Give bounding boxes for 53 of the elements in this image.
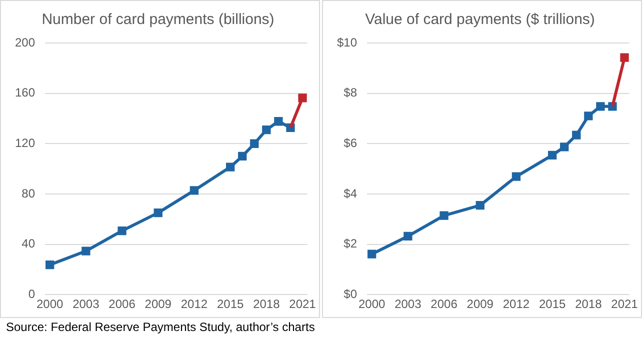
y-tick-label: $8 xyxy=(344,86,358,100)
point xyxy=(250,139,259,148)
point xyxy=(560,142,569,152)
y-tick-label: $2 xyxy=(344,236,358,251)
point xyxy=(440,211,448,220)
x-tick-label: 2000 xyxy=(358,297,386,312)
x-tick-label: 2018 xyxy=(253,297,280,312)
y-tick-label: 160 xyxy=(14,86,36,100)
x-tick-label: 2009 xyxy=(144,297,172,312)
point xyxy=(226,162,235,172)
point xyxy=(262,125,271,134)
x-tick-label: 2015 xyxy=(538,297,566,312)
y-tick-label: 40 xyxy=(22,236,36,251)
x-tick-label: 2018 xyxy=(575,297,602,312)
chart-title: Number of card payments (billions) xyxy=(42,11,274,28)
x-tick-label: 2012 xyxy=(502,297,530,312)
x-tick-label: 2003 xyxy=(72,297,100,312)
y-tick-label: 120 xyxy=(14,136,36,150)
point xyxy=(154,208,162,218)
y-tick-label: 0 xyxy=(28,286,36,301)
point xyxy=(82,246,90,256)
point xyxy=(620,53,629,62)
x-tick-label: 2006 xyxy=(430,297,458,312)
source-note: Source: Federal Reserve Payments Study, author’s charts xyxy=(5,319,316,336)
point xyxy=(596,102,605,111)
point xyxy=(404,232,412,241)
point xyxy=(548,150,557,160)
point xyxy=(274,117,283,126)
point xyxy=(298,94,307,102)
point xyxy=(190,186,199,195)
point xyxy=(238,152,247,161)
point xyxy=(368,250,376,258)
point xyxy=(476,200,484,210)
y-tick-label: $6 xyxy=(344,136,358,150)
point xyxy=(584,112,593,120)
chart-title: Value of card payments ($ trillions) xyxy=(365,11,595,28)
x-tick-label: 2021 xyxy=(611,297,638,312)
point xyxy=(512,172,521,181)
y-tick-label: $10 xyxy=(336,35,358,50)
y-tick-label: $0 xyxy=(344,286,358,301)
point xyxy=(572,130,581,140)
x-tick-label: 2012 xyxy=(180,297,208,312)
y-tick-label: 80 xyxy=(22,186,36,200)
point xyxy=(46,260,54,270)
x-tick-label: 2015 xyxy=(216,297,244,312)
x-tick-label: 2021 xyxy=(289,297,316,312)
x-tick-label: 2009 xyxy=(466,297,494,312)
x-tick-label: 2000 xyxy=(36,297,64,312)
y-tick-label: 200 xyxy=(14,35,36,50)
point xyxy=(118,226,126,236)
x-tick-label: 2003 xyxy=(394,297,422,312)
y-tick-label: $4 xyxy=(344,186,358,200)
x-tick-label: 2006 xyxy=(108,297,136,312)
